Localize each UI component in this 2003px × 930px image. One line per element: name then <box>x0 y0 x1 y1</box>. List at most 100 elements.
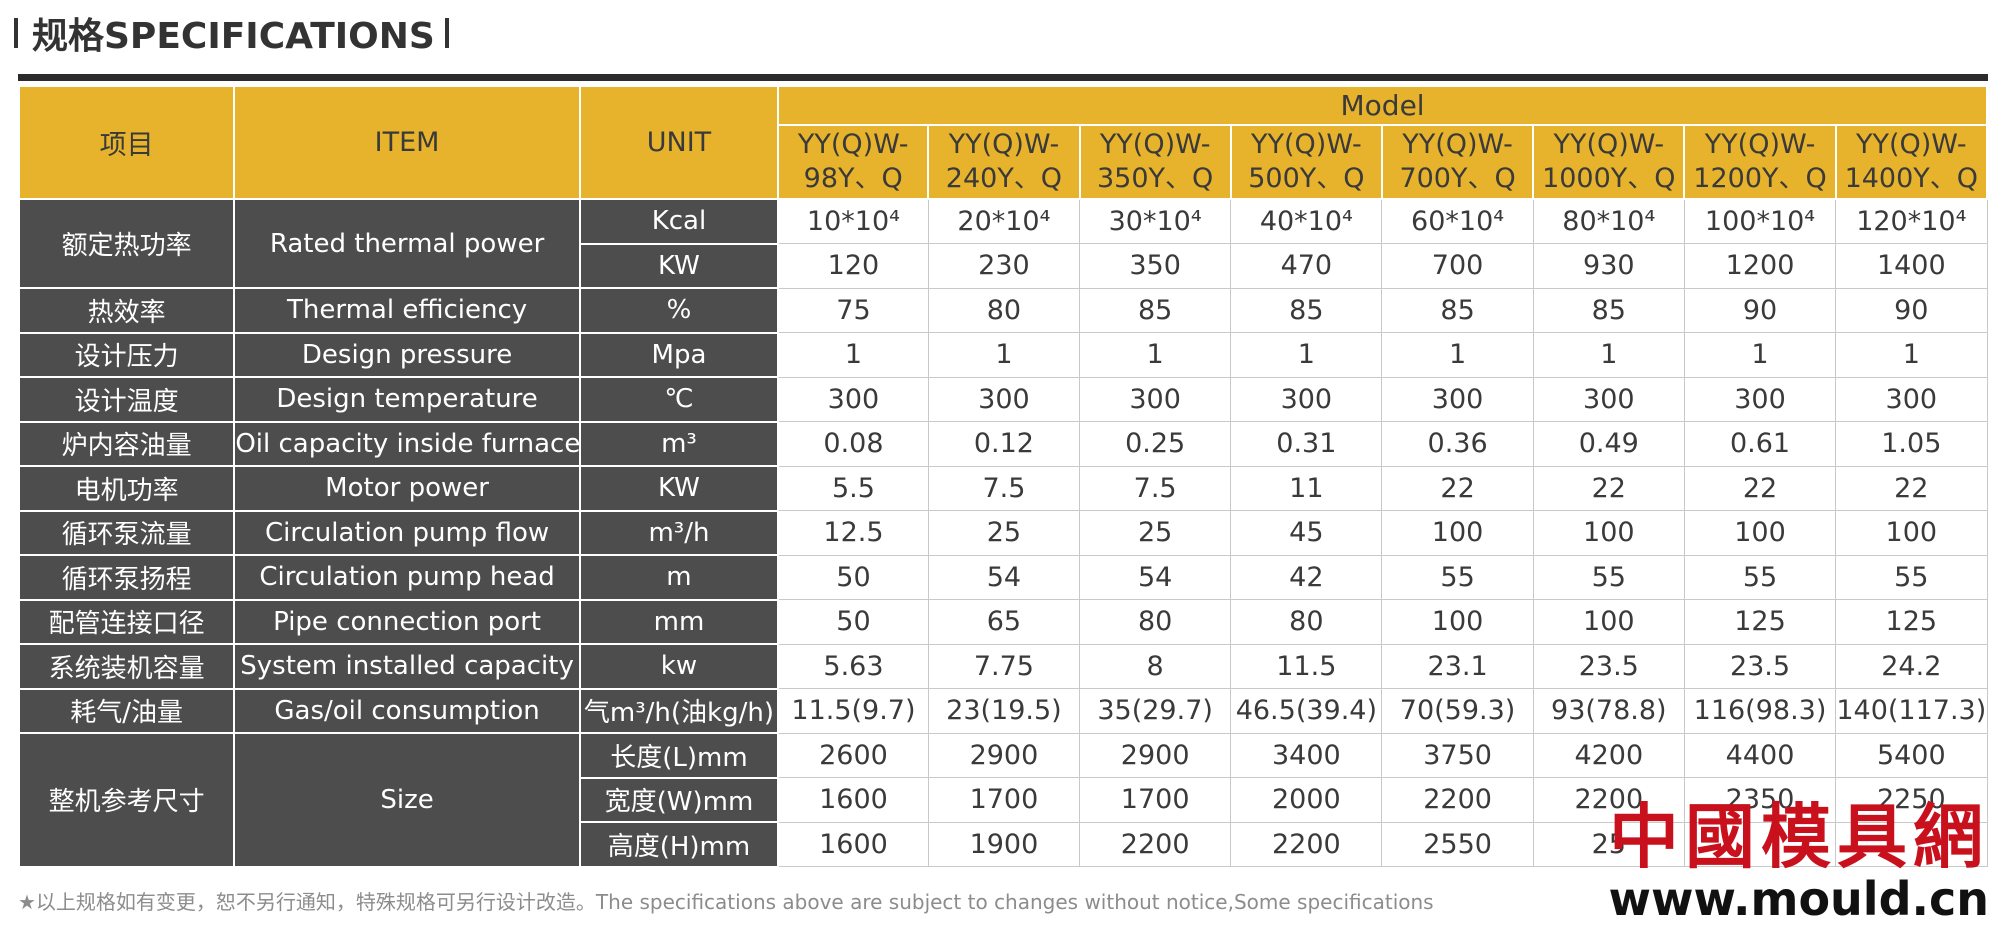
section-heading: 规格SPECIFICATIONS <box>14 8 449 58</box>
value-cell: 30*10⁴ <box>1079 198 1232 244</box>
value-cell: 100 <box>1835 510 1988 556</box>
value-cell: 2900 <box>1079 732 1232 778</box>
row-unit: 宽度(W)mm <box>578 776 780 823</box>
row-label-en: Gas/oil consumption <box>233 687 581 734</box>
row-label-cn: 额定热功率 <box>17 198 236 289</box>
header-model: Model <box>777 85 1988 126</box>
table-top-rule <box>18 74 1988 81</box>
value-cell: 80 <box>927 287 1081 333</box>
value-cell: 2200 <box>1532 777 1685 823</box>
value-cell: 45 <box>1230 510 1383 556</box>
row-label-cn: 设计温度 <box>17 376 236 423</box>
value-cell: 25 <box>1532 821 1685 867</box>
value-cell: 60*10⁴ <box>1381 198 1534 244</box>
value-cell: 42 <box>1230 554 1383 600</box>
value-cell: 1 <box>927 332 1081 378</box>
value-cell: 2200 <box>1381 777 1534 823</box>
value-cell: 22 <box>1532 465 1685 511</box>
value-cell: 2600 <box>777 732 929 778</box>
row-label-cn: 设计压力 <box>17 331 236 378</box>
value-cell: 140(117.3) <box>1835 688 1988 734</box>
row-unit: kw <box>578 643 780 690</box>
row-label-en: Oil capacity inside furnace <box>233 420 581 467</box>
value-cell: 23.5 <box>1532 643 1685 689</box>
value-cell: 85 <box>1532 287 1685 333</box>
value-cell: 0.61 <box>1683 421 1837 467</box>
value-cell: 85 <box>1230 287 1383 333</box>
row-unit: mm <box>578 598 780 645</box>
value-cell <box>1683 821 1837 867</box>
value-cell: 1 <box>1381 332 1534 378</box>
value-cell: 4400 <box>1683 732 1837 778</box>
value-cell: 2000 <box>1230 777 1383 823</box>
value-cell: 100 <box>1532 599 1685 645</box>
row-label-cn: 热效率 <box>17 287 236 334</box>
row-unit: Kcal <box>578 198 780 245</box>
row-unit: 长度(L)mm <box>578 732 780 779</box>
value-cell: 1900 <box>927 821 1081 867</box>
value-cell: 930 <box>1532 243 1685 289</box>
model-name: YY(Q)W-700Y、Q <box>1380 124 1535 200</box>
value-cell: 11 <box>1230 465 1383 511</box>
model-name: YY(Q)W-98Y、Q <box>777 124 930 200</box>
row-label-cn: 炉内容油量 <box>17 420 236 467</box>
value-cell: 100*10⁴ <box>1683 198 1837 244</box>
value-cell: 1700 <box>927 777 1081 823</box>
value-cell: 1 <box>1835 332 1988 378</box>
row-label-en: System installed capacity <box>233 643 581 690</box>
value-cell: 3400 <box>1230 732 1383 778</box>
table-row: 设计温度 Design temperature ℃ 300 300 300 300 300 30… <box>17 376 1988 423</box>
table-row: 系统装机容量 System installed capacity kw 5.63 7.7… <box>17 643 1988 690</box>
value-cell: 1700 <box>1079 777 1232 823</box>
section-title: 规格SPECIFICATIONS <box>32 16 435 57</box>
row-label-cn: 整机参考尺寸 <box>17 732 236 868</box>
value-cell: 12.5 <box>777 510 929 556</box>
value-cell: 120*10⁴ <box>1835 198 1988 244</box>
value-cell: 1600 <box>777 821 929 867</box>
value-cell: 5.63 <box>777 643 929 689</box>
value-cell: 24.2 <box>1835 643 1988 689</box>
row-label-cn: 电机功率 <box>17 465 236 512</box>
table-body: 额定热功率 Rated thermal power Kcal 10*10⁴ 20*10⁴… <box>17 198 1988 868</box>
value-cell: 1 <box>1532 332 1685 378</box>
watermark-cn: 中國模具網 <box>1609 795 1989 878</box>
value-cell: 2900 <box>927 732 1081 778</box>
table-row: 宽度(W)mm 1600 1700 1700 2000 2200 2200 2350 2250 <box>19 776 1988 823</box>
row-unit: % <box>578 287 780 334</box>
value-cell: 93(78.8) <box>1532 688 1685 734</box>
row-label-en: Rated thermal power <box>233 198 581 289</box>
value-cell: 1600 <box>777 777 929 823</box>
header-unit: UNIT <box>578 85 780 200</box>
value-cell: 25 <box>1079 510 1232 556</box>
header-cn: 项目 <box>17 85 236 200</box>
value-cell: 7.5 <box>927 465 1081 511</box>
value-cell: 100 <box>1683 510 1837 556</box>
value-cell: 116(98.3) <box>1683 688 1837 734</box>
row-label-en: Design temperature <box>233 376 581 423</box>
model-name: YY(Q)W-1200Y、Q <box>1683 124 1837 200</box>
value-cell: 8 <box>1079 643 1232 689</box>
table-row: 整机参考尺寸 Size 长度(L)mm 2600 2900 2900 3400 3750 420… <box>17 732 1988 868</box>
row-unit: ℃ <box>578 376 780 423</box>
value-cell: 55 <box>1532 554 1685 600</box>
row-label-cn: 循环泵流量 <box>17 509 236 556</box>
row-unit: m³/h <box>578 509 780 556</box>
value-cell: 1 <box>1683 332 1837 378</box>
value-cell: 80 <box>1230 599 1383 645</box>
value-cell: 0.36 <box>1381 421 1534 467</box>
value-cell: 50 <box>777 599 929 645</box>
value-cell: 1 <box>1230 332 1383 378</box>
table-row: 热效率 Thermal efficiency% 75 80 85 85 85 85 90 90 <box>17 287 1988 334</box>
value-cell <box>1835 821 1988 867</box>
model-name: YY(Q)W-350Y、Q <box>1078 124 1232 200</box>
row-unit: m <box>578 554 780 601</box>
value-cell: 300 <box>1683 376 1837 422</box>
value-cell: 700 <box>1381 243 1534 289</box>
value-cell: 80*10⁴ <box>1532 198 1685 244</box>
value-cell: 1400 <box>1835 243 1988 289</box>
model-name: YY(Q)W-1400Y、Q <box>1834 124 1989 200</box>
value-cell: 4200 <box>1532 732 1685 778</box>
value-cell: 100 <box>1532 510 1685 556</box>
table-row: 配管连接口径 Pipe connection port mm 50 65 80 80 100 1… <box>17 598 1988 645</box>
value-cell: 300 <box>1381 376 1534 422</box>
